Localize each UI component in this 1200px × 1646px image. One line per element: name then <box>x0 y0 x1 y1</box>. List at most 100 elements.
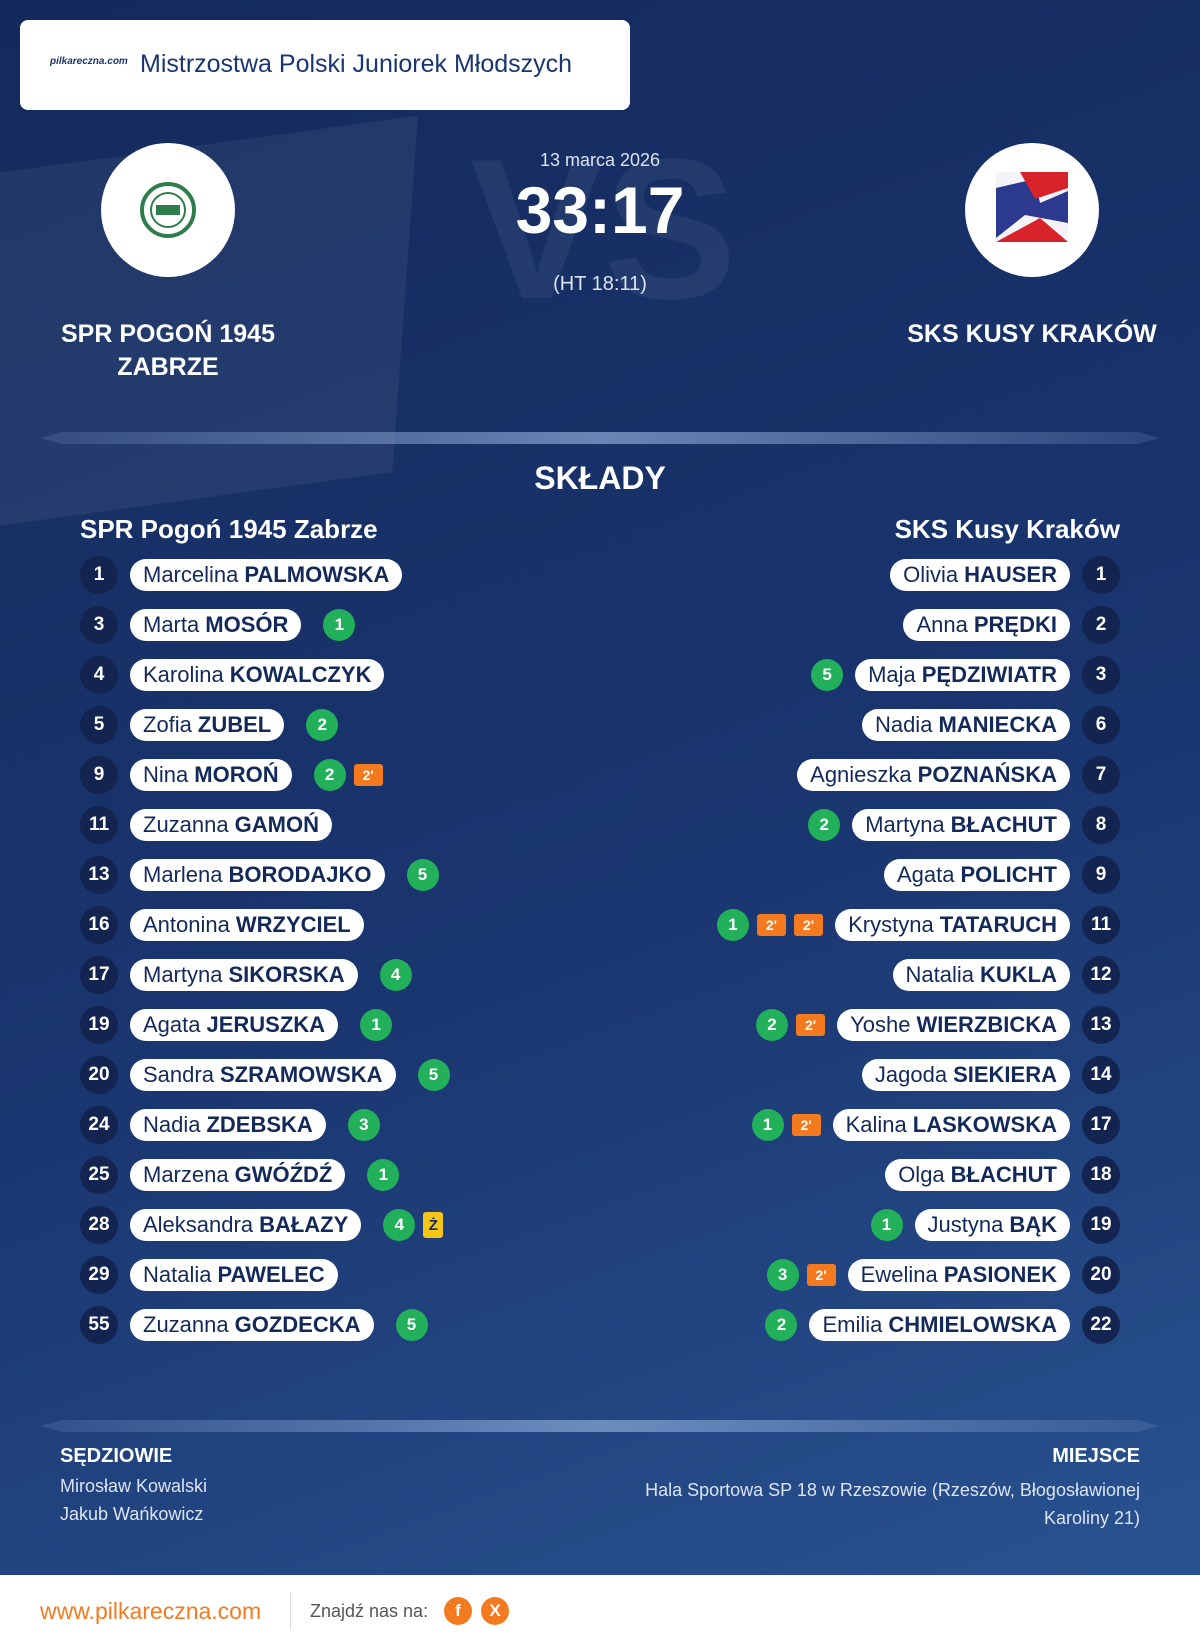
last-name: BORODAJKO <box>228 862 372 887</box>
first-name: Karolina <box>143 662 224 687</box>
player-name: Natalia KUKLA <box>892 959 1070 991</box>
player-name: Jagoda SIEKIERA <box>861 1059 1070 1091</box>
home-crest <box>101 143 235 277</box>
player-name: Karolina KOWALCZYK <box>130 659 385 691</box>
events: 1 2' 2' <box>716 909 824 941</box>
last-name: MOROŃ <box>194 762 279 787</box>
last-name: WIERZBICKA <box>916 1012 1057 1037</box>
last-name: SIKORSKA <box>228 962 345 987</box>
events: 1 <box>323 609 356 641</box>
events: 2 <box>765 1309 798 1341</box>
last-name: PASIONEK <box>943 1262 1057 1287</box>
separator <box>290 1592 291 1630</box>
player-name: Krystyna TATARUCH <box>835 909 1070 941</box>
player-name: Natalia PAWELEC <box>130 1259 338 1291</box>
last-name: JERUSZKA <box>206 1012 326 1037</box>
venue: Hala Sportowa SP 18 w Rzeszowie (Rzeszów… <box>645 1480 1140 1528</box>
first-name: Jagoda <box>874 1062 948 1087</box>
shirt-number: 20 <box>1082 1256 1120 1294</box>
goals: 5 <box>406 859 439 891</box>
player-row: 1 Justyna BĄK 19 <box>870 1205 1120 1245</box>
events: 1 <box>360 1009 393 1041</box>
last-name: BŁACHUT <box>950 812 1057 837</box>
match-date: 13 marca 2026 <box>539 150 661 170</box>
player-name: Zuzanna GOZDECKA <box>130 1309 374 1341</box>
facebook-link[interactable]: f <box>444 1597 472 1625</box>
shirt-number: 28 <box>80 1206 118 1244</box>
player-row: Agnieszka POZNAŃSKA 7 <box>785 755 1120 795</box>
player-name: Antonina WRZYCIEL <box>130 909 364 941</box>
last-name: SZRAMOWSKA <box>219 1062 383 1087</box>
player-name: Maja PĘDZIWIATR <box>855 659 1070 691</box>
shirt-number: 19 <box>80 1006 118 1044</box>
shirt-number: 14 <box>1082 1056 1120 1094</box>
shirt-number: 22 <box>1082 1306 1120 1344</box>
player-row: 4 Karolina KOWALCZYK <box>80 655 406 695</box>
first-name: Anna <box>916 612 968 637</box>
referee: Jakub Wańkowicz <box>60 1504 204 1524</box>
player-row: Natalia KUKLA 12 <box>881 955 1120 995</box>
player-name: Sandra SZRAMOWSKA <box>130 1059 396 1091</box>
last-name: MOSÓR <box>205 612 289 637</box>
player-name: Zuzanna GAMOŃ <box>130 809 332 841</box>
last-name: CHMIELOWSKA <box>888 1312 1057 1337</box>
shirt-number: 11 <box>80 806 118 844</box>
away-lineup-title: SKS Kusy Kraków <box>894 514 1120 544</box>
player-name: Agata JERUSZKA <box>130 1009 339 1041</box>
score: 33:17 <box>515 173 685 247</box>
shirt-number: 5 <box>80 706 118 744</box>
first-name: Olga <box>898 1162 945 1187</box>
player-row: 2 2' Yoshe WIERZBICKA 13 <box>755 1005 1120 1045</box>
shirt-number: 16 <box>80 906 118 944</box>
shirt-number: 6 <box>1082 706 1120 744</box>
player-row: 9 Nina MOROŃ 2 2' <box>80 755 383 795</box>
first-name: Agnieszka <box>810 762 912 787</box>
first-name: Kalina <box>845 1112 907 1137</box>
player-name: Agata POLICHT <box>883 859 1070 891</box>
website[interactable]: www.pilkareczna.com <box>40 1598 262 1624</box>
first-name: Zofia <box>143 712 192 737</box>
shirt-number: 20 <box>80 1056 118 1094</box>
shirt-number: 11 <box>1082 906 1120 944</box>
player-row: Olivia HAUSER 1 <box>878 555 1120 595</box>
suspension: 2' <box>793 914 824 936</box>
player-row: 19 Agata JERUSZKA 1 <box>80 1005 393 1045</box>
player-row: 1 2' Kalina LASKOWSKA 17 <box>751 1105 1120 1145</box>
shirt-number: 55 <box>80 1306 118 1344</box>
first-name: Antonina <box>143 912 230 937</box>
divider <box>40 1420 1160 1432</box>
goals: 2 <box>808 809 841 841</box>
goals: 2 <box>765 1309 798 1341</box>
last-name: BŁACHUT <box>950 1162 1057 1187</box>
home-team: SPR POGOŃ 1945 ZABRZE <box>61 320 275 381</box>
goals: 5 <box>395 1309 428 1341</box>
player-row: 20 Sandra SZRAMOWSKA 5 <box>80 1055 450 1095</box>
suspension: 2' <box>791 1114 821 1136</box>
player-row: 3 Marta MOSÓR 1 <box>80 605 356 645</box>
first-name: Marcelina <box>143 562 239 587</box>
last-name: GOZDECKA <box>234 1312 361 1337</box>
last-name: POLICHT <box>960 862 1057 887</box>
footer <box>0 1575 1200 1646</box>
halftime: (HT 18:11) <box>553 273 647 295</box>
goals: 1 <box>870 1209 903 1241</box>
shirt-number: 9 <box>80 756 118 794</box>
first-name: Martyna <box>865 812 945 837</box>
player-name: Olivia HAUSER <box>890 559 1070 591</box>
player-name: Emilia CHMIELOWSKA <box>809 1309 1070 1341</box>
goals: 5 <box>811 659 844 691</box>
x-link[interactable]: X <box>481 1597 509 1625</box>
goals: 2 <box>306 709 339 741</box>
away-crest-icon <box>996 172 1068 242</box>
last-name: TATARUCH <box>939 912 1057 937</box>
player-name: Marzena GWÓŹDŹ <box>130 1159 346 1191</box>
away-crest <box>965 143 1099 277</box>
shirt-number: 19 <box>1082 1206 1120 1244</box>
last-name: BĄK <box>1009 1212 1057 1237</box>
player-row: 5 Maja PĘDZIWIATR 3 <box>811 655 1120 695</box>
shirt-number: 17 <box>80 956 118 994</box>
events: 2 2' <box>755 1009 826 1041</box>
shirt-number: 12 <box>1082 956 1120 994</box>
